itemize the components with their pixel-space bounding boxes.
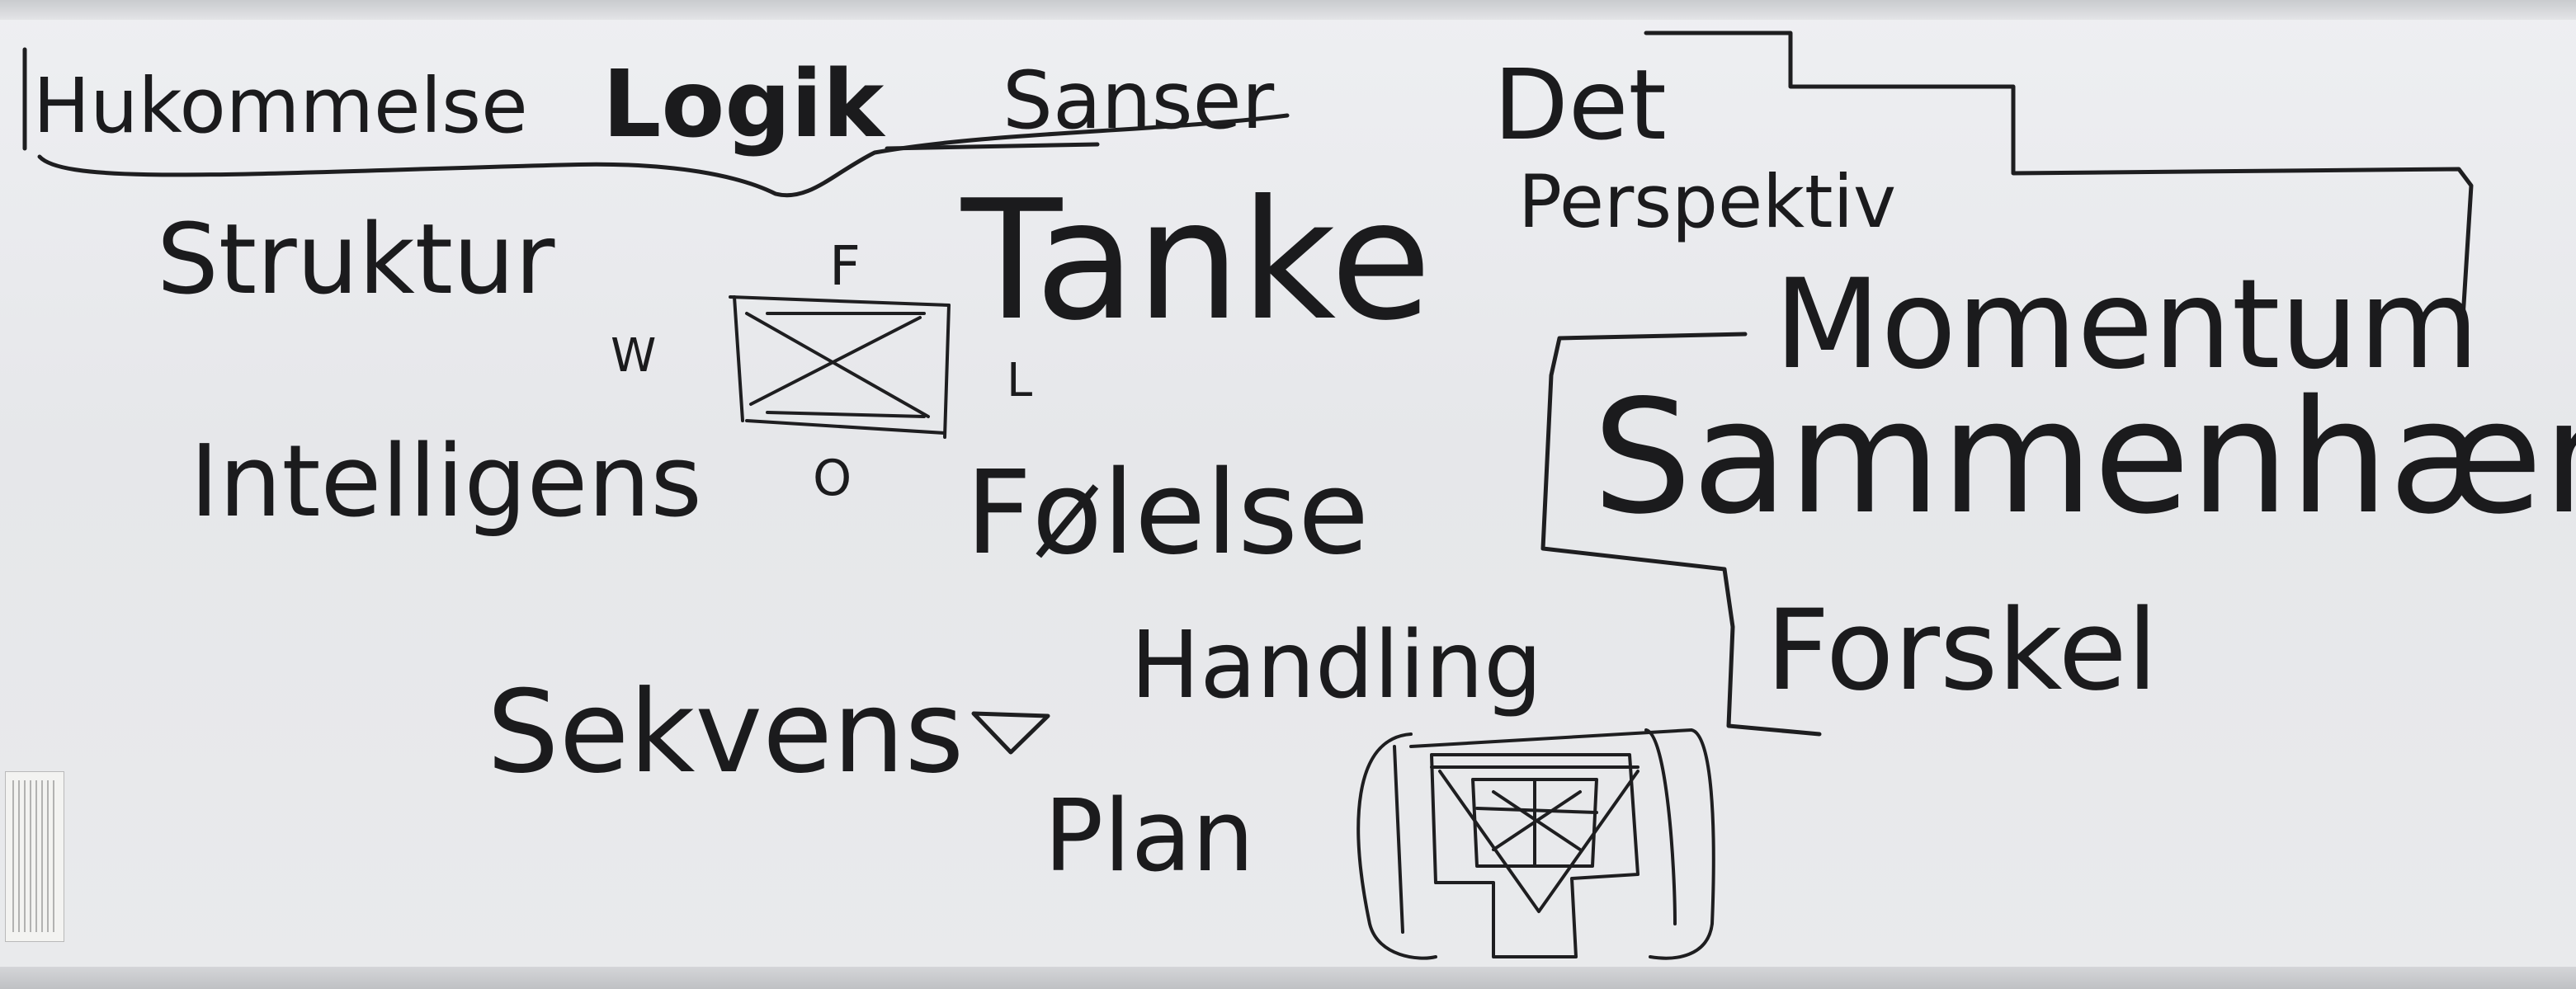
board-frame-bottom — [0, 967, 2576, 989]
word-folelse: Følelse — [965, 446, 1369, 581]
nested-frame-diagram — [1356, 728, 1715, 960]
triangle-symbol — [971, 711, 1050, 755]
word-handling: Handling — [1130, 612, 1542, 719]
word-det: Det — [1493, 48, 1667, 162]
diagram-label-left: W — [611, 329, 656, 383]
sammenhaeng-bracket — [1540, 332, 1822, 737]
det-bracket — [1644, 31, 2474, 320]
instruction-sticker — [5, 771, 64, 942]
diagram-label-bottom: O — [813, 450, 852, 507]
diagram-label-top: F — [829, 234, 861, 298]
word-sanser: Sanser — [1003, 54, 1275, 147]
word-plan: Plan — [1044, 779, 1254, 894]
top-row-underline — [37, 113, 1290, 198]
square-cross-diagram — [729, 295, 951, 439]
word-momentum: Momentum — [1774, 253, 2479, 397]
word-forskel: Forskel — [1766, 586, 2158, 715]
word-struktur: Struktur — [157, 202, 555, 316]
diagram-label-right: L — [1007, 354, 1032, 407]
board-frame-top — [0, 0, 2576, 20]
word-sammenhaeng: Sammenhæng — [1592, 366, 2576, 549]
word-intelligens: Intelligens — [190, 425, 702, 539]
word-perspektiv: Perspektiv — [1518, 159, 1896, 244]
tanke-t-bar — [885, 142, 1100, 151]
word-hukommelse: Hukommelse — [33, 62, 528, 150]
word-logik: Logik — [602, 51, 886, 158]
word-tanke: Tanke — [960, 165, 1432, 357]
word-sekvens: Sekvens — [487, 666, 964, 798]
